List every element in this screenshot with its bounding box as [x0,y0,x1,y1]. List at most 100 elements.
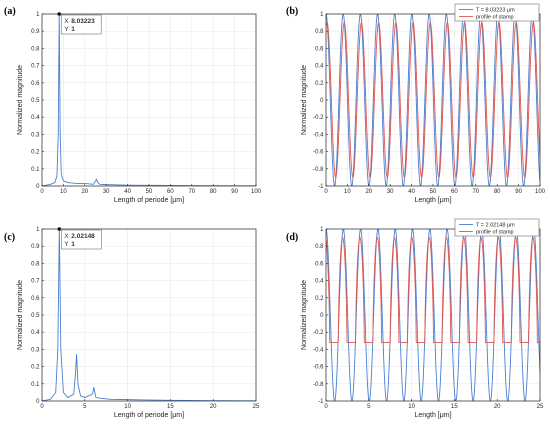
y-tick-label: -0.4 [313,347,324,353]
series-group [326,229,540,401]
x-tick-label: 5 [83,404,87,410]
y-tick-label: 0.3 [31,132,40,138]
x-tick-label: 60 [451,189,458,195]
legend-entry: profile of stamp [476,230,514,236]
x-tick-label: 10 [408,404,415,410]
datatip-y-value: 1 [71,26,75,33]
y-tick-label: -0.8 [313,382,324,388]
datatip-marker [57,227,62,231]
y-tick-label: 0.6 [315,261,324,267]
y-tick-label: 1 [320,227,324,233]
y-tick-label: 0.7 [31,279,40,285]
legend-box [454,3,540,22]
y-tick-label: 0.6 [315,46,324,52]
datatip-x-label: X [64,18,69,25]
y-tick-label: 0 [320,313,324,319]
y-tick-label: -0.2 [313,115,324,121]
x-tick-label: 5 [367,404,371,410]
y-tick-label: 0.8 [31,261,40,267]
datatip-x-value: 2.02148 [71,233,95,240]
x-tick-label: 30 [387,189,394,195]
series-line [326,237,540,343]
y-tick-label: 0.8 [31,46,40,52]
x-axis-label: Length [μm] [414,412,451,419]
x-tick-label: 10 [60,189,67,195]
x-tick-label: 20 [494,404,501,410]
legend-box [454,218,540,237]
x-tick-label: 15 [167,404,174,410]
x-axis-label: Length of periode [μm] [114,197,184,204]
y-tick-label: 0.9 [31,244,40,250]
x-tick-label: 0 [324,189,328,195]
x-tick-label: 20 [81,189,88,195]
y-tick-label: -0.6 [313,365,324,371]
y-axis-label: Normalized magnitude [301,280,308,350]
series-line [326,229,540,401]
x-tick-label: 0 [40,189,44,195]
y-tick-label: -1 [318,399,324,405]
series-line [326,22,540,178]
y-tick-label: -0.6 [313,150,324,156]
y-tick-label: 0.9 [31,29,40,35]
x-tick-label: 15 [451,404,458,410]
datatip-x-value: 8.03223 [71,18,95,25]
y-tick-label: 0.4 [315,279,324,285]
legend-entry: T = 2.02148 μm [476,223,515,229]
datatip-y-value: 1 [71,241,75,248]
y-tick-label: 0.2 [31,150,40,156]
y-tick-label: 0.2 [315,296,324,302]
x-tick-label: 80 [494,189,501,195]
y-tick-label: -0.4 [313,132,324,138]
x-tick-label: 10 [124,404,131,410]
y-tick-label: 0 [36,399,40,405]
y-tick-label: 1 [36,227,40,233]
legend-entry: T = 8.03223 μm [476,8,515,14]
y-tick-label: 0.4 [31,330,40,336]
x-tick-label: 50 [146,189,153,195]
y-tick-label: 0.6 [31,296,40,302]
datatip-y-label: Y [64,26,69,33]
y-tick-label: 1 [320,12,324,18]
y-tick-label: 0.5 [31,313,40,319]
y-tick-label: 0.4 [31,115,40,121]
x-tick-label: 70 [188,189,195,195]
x-tick-label: 25 [537,404,544,410]
x-tick-label: 70 [472,189,479,195]
series-line [42,229,256,401]
y-tick-label: 0.7 [31,64,40,70]
x-tick-label: 30 [103,189,110,195]
panel-label: (c) [4,232,15,243]
x-tick-label: 100 [535,189,546,195]
x-tick-label: 20 [365,189,372,195]
panel-c: (c) 0 5 10 15 20 25 0 0.1 0.2 0.3 0.4 0.5 0.6 0.7 0.8 0.… [4,227,260,419]
x-tick-label: 90 [231,189,238,195]
y-tick-label: 0.1 [31,382,40,388]
x-tick-label: 10 [344,189,351,195]
y-tick-label: 1 [36,12,40,18]
panel-d: (d) 0 5 10 15 20 25 -1 -0.8 -0.6 -0.4 -0.2 0 0.2 0.4 0.… [286,218,544,419]
legend-entry: profile of stamp [476,15,514,21]
y-tick-label: 0.5 [31,98,40,104]
x-tick-label: 0 [40,404,44,410]
series-group [326,14,540,186]
y-axis-label: Normalized magnitude [301,65,308,135]
y-tick-label: 0.1 [31,167,40,173]
y-tick-label: 0.6 [31,81,40,87]
x-tick-label: 80 [210,189,217,195]
y-tick-label: 0.2 [315,81,324,87]
x-tick-label: 90 [515,189,522,195]
x-tick-label: 60 [167,189,174,195]
y-axis-label: Normalized magnitude [17,280,24,350]
y-tick-label: 0 [320,98,324,104]
x-tick-label: 40 [124,189,131,195]
y-tick-label: 0.8 [315,29,324,35]
panel-b: (b)0 10 20 30 40 50 60 70 80 90 100-1-0.8-0.6-0.4-… [286,3,546,204]
datatip-box [60,14,102,35]
panel-a: (a) 0 10 20 30 40 50 60 70 80 90 100 0 0.1 0.2 0.3 0.4 0.… [4,6,262,204]
y-tick-label: 0.2 [31,365,40,371]
